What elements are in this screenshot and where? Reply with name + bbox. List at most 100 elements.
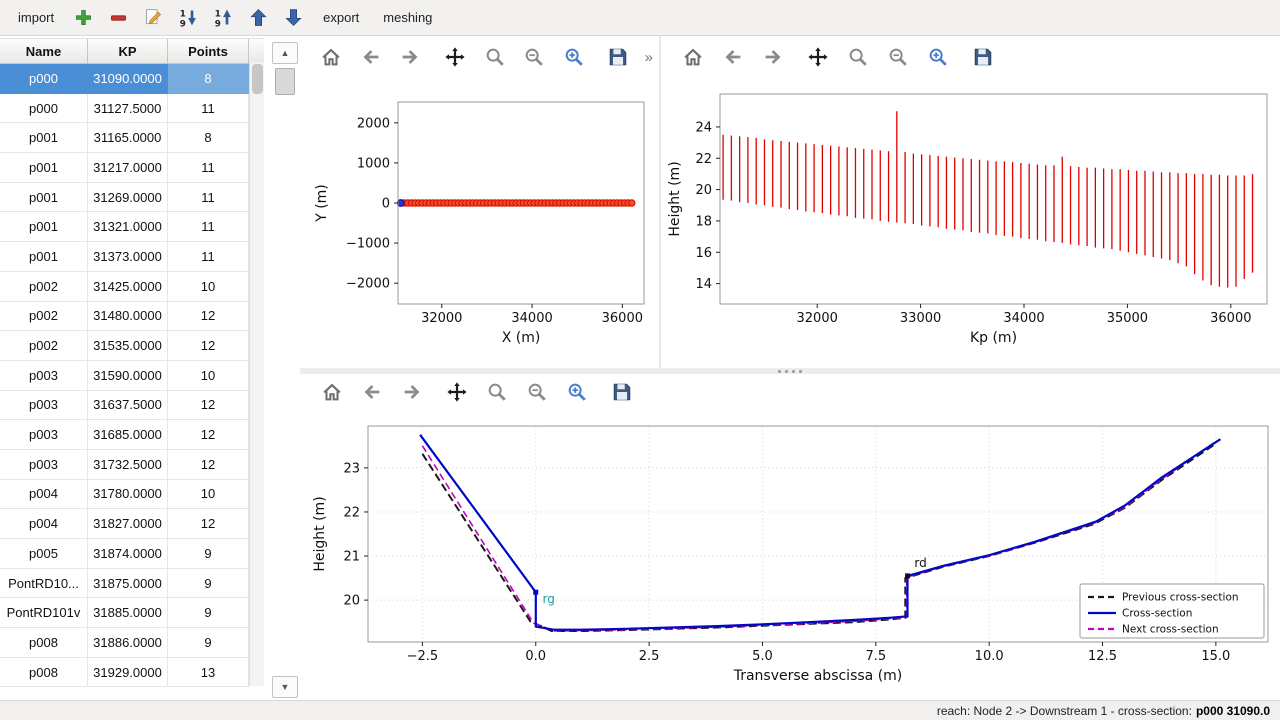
cross-section-plot[interactable]: rg rd −2.5 0.0 2.5 5.0 7.5 10.0 12.5 15.0 20 21 22 23… (300, 410, 1280, 700)
cell-kp[interactable]: 31590.0000 (88, 360, 168, 391)
cell-kp[interactable]: 31886.0000 (88, 628, 168, 658)
cell-name[interactable]: p002 (0, 301, 88, 332)
remove-cross-section-button[interactable] (105, 4, 132, 31)
move-down-button[interactable] (280, 4, 307, 31)
cell-name[interactable]: p003 (0, 420, 88, 450)
vertical-splitter[interactable] (659, 36, 661, 368)
cell-name[interactable]: p000 (0, 64, 88, 94)
pan-button[interactable] (443, 379, 470, 406)
cell-name[interactable]: p002 (0, 271, 88, 302)
cell-points[interactable]: 12 (168, 331, 249, 361)
toolbar-extension-button[interactable]: » (644, 48, 653, 66)
cell-kp[interactable]: 31732.5000 (88, 449, 168, 480)
cell-points[interactable]: 11 (168, 182, 249, 213)
cell-points[interactable]: 9 (168, 568, 249, 599)
panel-scrollbar-thumb[interactable] (275, 68, 295, 95)
cell-name[interactable]: p001 (0, 182, 88, 213)
cell-name[interactable]: PontRD10... (0, 568, 88, 599)
zoom-out-button[interactable] (884, 44, 911, 71)
cell-points[interactable]: 10 (168, 360, 249, 391)
table-row[interactable]: p004 31780.0000 10 (0, 479, 264, 510)
column-header-points[interactable]: Points (168, 39, 249, 63)
back-button[interactable] (719, 44, 746, 71)
table-row[interactable]: p000 31127.5000 11 (0, 93, 264, 124)
forward-button[interactable] (398, 379, 425, 406)
cell-name[interactable]: p004 (0, 479, 88, 510)
table-row[interactable]: p008 31886.0000 9 (0, 628, 264, 658)
table-row[interactable]: p001 31269.0000 11 (0, 182, 264, 213)
cell-kp[interactable]: 31929.0000 (88, 657, 168, 688)
cell-points[interactable]: 8 (168, 64, 249, 94)
cell-kp[interactable]: 31090.0000 (88, 64, 168, 94)
table-row[interactable]: p008 31929.0000 13 (0, 657, 264, 688)
column-header-name[interactable]: Name (0, 39, 88, 63)
import-button[interactable]: import (18, 10, 55, 25)
home-button[interactable] (318, 379, 345, 406)
back-button[interactable] (358, 44, 385, 71)
zoom-button[interactable] (844, 44, 871, 71)
table-row[interactable]: p000 31090.0000 8 (0, 64, 264, 94)
cell-points[interactable]: 12 (168, 301, 249, 332)
cell-name[interactable]: p001 (0, 153, 88, 183)
cell-kp[interactable]: 31827.0000 (88, 509, 168, 539)
table-scrollbar-thumb[interactable] (252, 64, 263, 94)
edit-button[interactable] (140, 4, 167, 31)
cell-points[interactable]: 8 (168, 123, 249, 154)
export-button[interactable]: export (323, 10, 360, 25)
cell-kp[interactable]: 31217.0000 (88, 153, 168, 183)
cell-name[interactable]: p001 (0, 212, 88, 243)
cell-points[interactable]: 9 (168, 539, 249, 569)
cell-points[interactable]: 9 (168, 598, 249, 629)
cell-name[interactable]: p008 (0, 628, 88, 658)
cell-points[interactable]: 9 (168, 628, 249, 658)
cell-kp[interactable]: 31480.0000 (88, 301, 168, 332)
cell-kp[interactable]: 31637.5000 (88, 390, 168, 421)
cell-name[interactable]: p003 (0, 390, 88, 421)
zoom-in-button[interactable] (560, 44, 587, 71)
move-up-button[interactable] (245, 4, 272, 31)
save-button[interactable] (605, 44, 632, 71)
column-header-kp[interactable]: KP (88, 39, 168, 63)
table-row[interactable]: p001 31217.0000 11 (0, 153, 264, 183)
cell-kp[interactable]: 31373.0000 (88, 242, 168, 272)
cell-points[interactable]: 11 (168, 153, 249, 183)
horizontal-splitter[interactable] (300, 368, 1280, 374)
cell-name[interactable]: p004 (0, 509, 88, 539)
pan-button[interactable] (442, 44, 469, 71)
cell-points[interactable]: 13 (168, 657, 249, 688)
cell-kp[interactable]: 31165.0000 (88, 123, 168, 154)
table-row[interactable]: p004 31827.0000 12 (0, 509, 264, 539)
zoom-button[interactable] (481, 44, 508, 71)
meshing-button[interactable]: meshing (383, 10, 433, 25)
cell-kp[interactable]: 31269.0000 (88, 182, 168, 213)
cell-kp[interactable]: 31885.0000 (88, 598, 168, 629)
cell-kp[interactable]: 31780.0000 (88, 479, 168, 510)
cell-kp[interactable]: 31685.0000 (88, 420, 168, 450)
cell-name[interactable]: p005 (0, 539, 88, 569)
table-row[interactable]: p003 31732.5000 12 (0, 449, 264, 480)
cell-name[interactable]: PontRD101v (0, 598, 88, 629)
cell-name[interactable]: p001 (0, 123, 88, 154)
home-button[interactable] (318, 44, 345, 71)
longitudinal-profile-plot[interactable]: 32000 33000 34000 35000 36000 14 16 18 20 22 24 Kp … (661, 78, 1280, 368)
cell-kp[interactable]: 31535.0000 (88, 331, 168, 361)
table-row[interactable]: p002 31535.0000 12 (0, 331, 264, 361)
forward-button[interactable] (759, 44, 786, 71)
cell-points[interactable]: 12 (168, 449, 249, 480)
forward-button[interactable] (397, 44, 424, 71)
scroll-up-button[interactable]: ▲ (272, 42, 298, 64)
table-row[interactable]: p005 31874.0000 9 (0, 539, 264, 569)
back-button[interactable] (358, 379, 385, 406)
table-row[interactable]: p002 31480.0000 12 (0, 301, 264, 332)
zoom-out-button[interactable] (521, 44, 548, 71)
cell-name[interactable]: p002 (0, 331, 88, 361)
cell-points[interactable]: 11 (168, 242, 249, 272)
cell-kp[interactable]: 31425.0000 (88, 271, 168, 302)
zoom-out-button[interactable] (523, 379, 550, 406)
table-row[interactable]: PontRD10... 31875.0000 9 (0, 568, 264, 599)
cell-kp[interactable]: 31321.0000 (88, 212, 168, 243)
table-row[interactable]: p003 31637.5000 12 (0, 390, 264, 421)
table-row[interactable]: p001 31373.0000 11 (0, 242, 264, 272)
